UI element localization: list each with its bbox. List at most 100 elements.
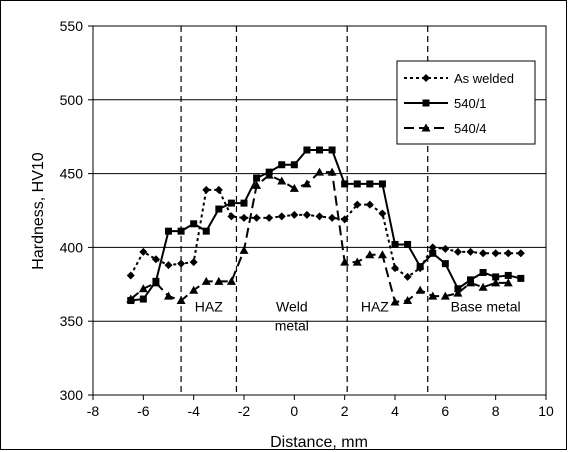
data-point xyxy=(240,213,248,222)
x-tick-label: 2 xyxy=(341,403,349,419)
data-point xyxy=(403,296,413,305)
data-point xyxy=(290,210,299,219)
data-point xyxy=(239,245,249,254)
data-point xyxy=(391,240,399,248)
legend-label: 540/4 xyxy=(454,121,487,136)
data-point xyxy=(453,247,462,256)
data-point xyxy=(253,174,261,182)
data-point xyxy=(492,273,500,281)
data-point xyxy=(416,263,424,271)
data-point xyxy=(177,259,186,268)
legend-marker xyxy=(421,123,431,132)
data-point xyxy=(139,247,148,256)
x-tick-label: -8 xyxy=(87,403,100,419)
data-point xyxy=(240,199,248,207)
data-point xyxy=(365,250,375,259)
zone-label: Weld xyxy=(276,298,308,314)
data-point xyxy=(278,161,286,169)
data-point xyxy=(290,161,298,169)
data-point xyxy=(466,278,475,287)
zone-label: HAZ xyxy=(361,298,389,314)
data-point xyxy=(164,291,173,300)
data-point xyxy=(201,276,211,285)
data-point xyxy=(190,220,198,228)
y-axis-title: Hardness, HV10 xyxy=(30,152,47,269)
y-tick-label: 400 xyxy=(60,239,84,255)
x-tick-label: 10 xyxy=(538,403,554,419)
data-point xyxy=(517,274,525,282)
data-point xyxy=(404,240,412,248)
data-point xyxy=(302,210,311,219)
zone-label: Base metal xyxy=(451,298,521,314)
y-tick-label: 500 xyxy=(60,92,84,108)
data-point xyxy=(341,180,349,188)
data-point xyxy=(277,212,286,221)
data-point xyxy=(138,284,148,293)
x-axis-title: Distance, mm xyxy=(270,434,368,451)
x-tick-label: 0 xyxy=(290,403,298,419)
data-point xyxy=(289,183,299,192)
x-tick-label: -2 xyxy=(238,403,251,419)
data-point xyxy=(365,200,374,209)
data-point xyxy=(352,257,362,266)
data-point xyxy=(215,205,223,213)
data-point xyxy=(226,276,236,285)
data-point xyxy=(126,294,136,303)
data-point xyxy=(428,243,437,252)
series-line xyxy=(130,171,509,304)
data-point xyxy=(214,185,223,194)
data-point xyxy=(202,227,210,235)
x-tick-label: -6 xyxy=(137,403,150,419)
data-point xyxy=(265,213,274,222)
data-point xyxy=(252,180,262,189)
data-point xyxy=(328,146,336,154)
series-triangle xyxy=(126,167,513,306)
annotation-layer: HAZ Weld metal HAZ Base metal xyxy=(195,298,521,333)
data-point xyxy=(479,268,487,276)
data-point xyxy=(189,258,198,267)
data-point xyxy=(453,288,463,297)
data-point xyxy=(214,276,224,285)
data-point xyxy=(491,249,500,258)
data-point xyxy=(328,213,337,222)
data-point xyxy=(353,200,362,209)
data-point xyxy=(377,250,387,259)
x-tick-label: 4 xyxy=(391,403,399,419)
series-line xyxy=(130,148,522,302)
data-point xyxy=(303,146,311,154)
data-point xyxy=(353,180,361,188)
data-point xyxy=(378,209,387,218)
data-point xyxy=(277,176,287,185)
data-point xyxy=(440,291,450,300)
data-point xyxy=(516,249,525,258)
x-tick-label: 8 xyxy=(492,403,500,419)
series-layer xyxy=(126,146,525,306)
legend: As welded 540/1 540/4 xyxy=(396,60,536,145)
data-point xyxy=(315,212,324,221)
data-point xyxy=(264,170,274,179)
legend-marker xyxy=(422,99,430,107)
data-point xyxy=(316,146,323,154)
data-point xyxy=(139,295,147,303)
data-point xyxy=(340,257,350,266)
data-point xyxy=(340,215,349,224)
data-point xyxy=(441,260,449,268)
data-point xyxy=(151,255,160,264)
data-point xyxy=(227,199,235,207)
data-point xyxy=(504,271,512,279)
data-point xyxy=(189,285,199,294)
data-point xyxy=(177,227,185,235)
data-point xyxy=(378,180,386,188)
y-tick-label: 550 xyxy=(60,18,84,34)
data-point xyxy=(164,261,173,270)
data-point xyxy=(391,264,399,273)
data-point xyxy=(429,249,437,257)
data-point xyxy=(503,278,513,287)
series-square xyxy=(127,146,525,305)
data-point xyxy=(428,291,438,300)
zone-label: HAZ xyxy=(195,298,223,314)
data-point xyxy=(126,271,135,280)
data-point xyxy=(478,282,488,291)
zone-label: metal xyxy=(275,318,309,334)
data-point xyxy=(441,244,450,253)
